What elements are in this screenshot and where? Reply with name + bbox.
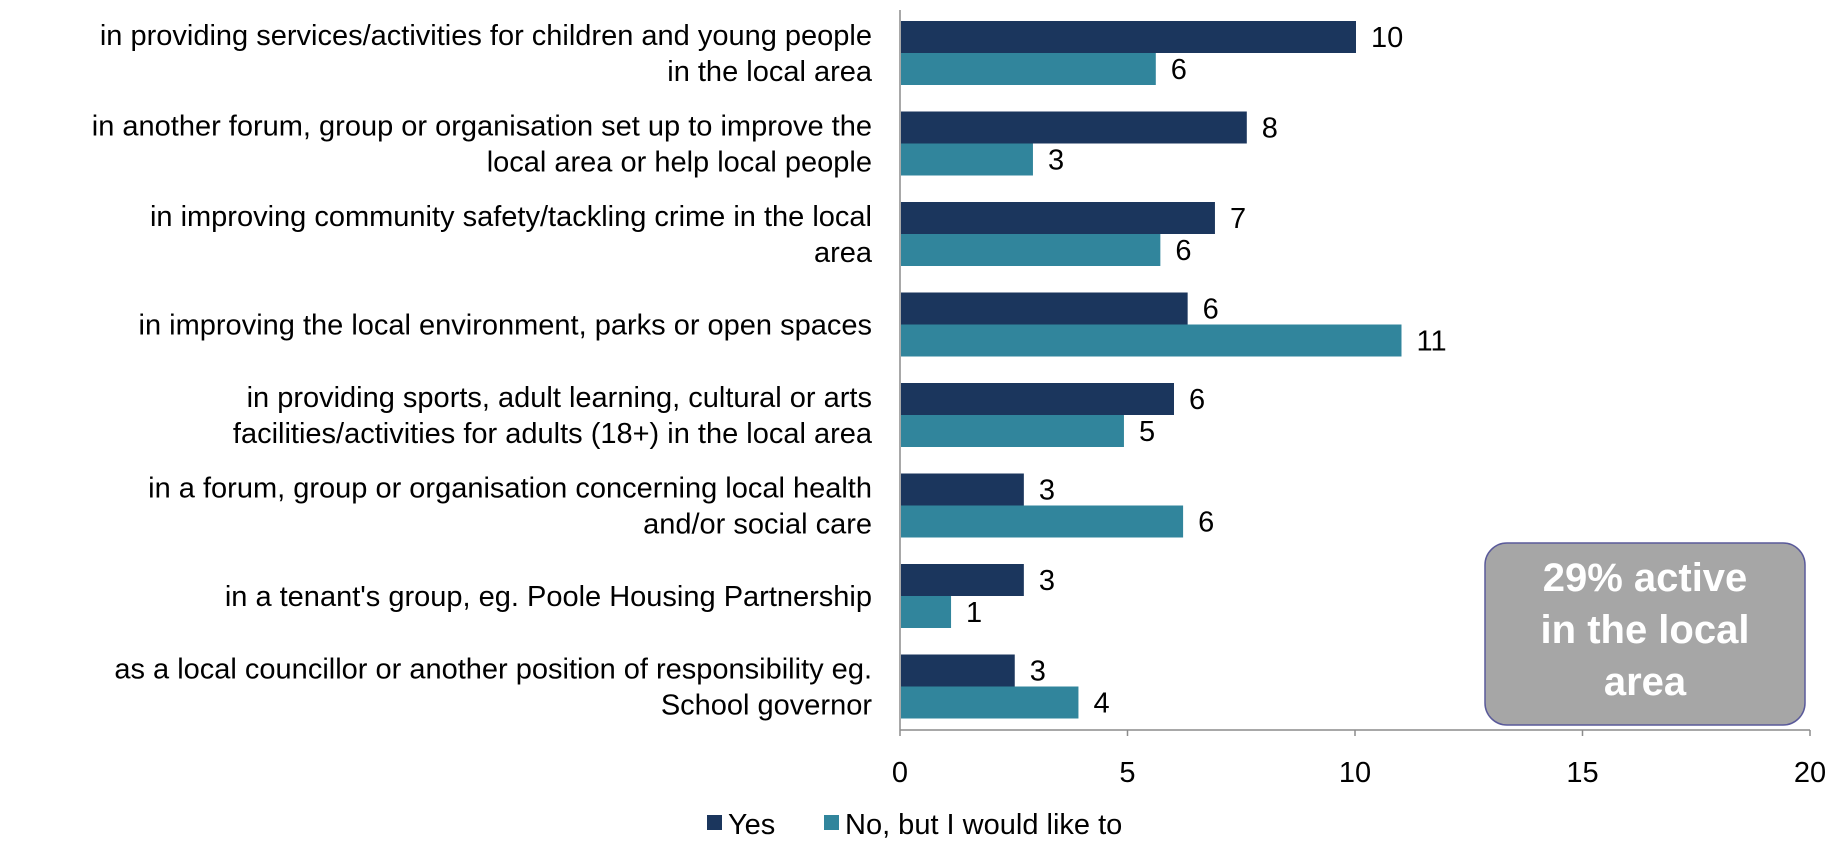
bar-no-would-like: [901, 505, 1184, 538]
data-label: 6: [1171, 54, 1187, 86]
legend-swatch-yes: [707, 815, 722, 830]
bar-yes: [901, 654, 1015, 687]
data-label: 6: [1189, 384, 1205, 416]
bar-yes: [901, 564, 1024, 596]
category-label: in improving the local environment, park…: [139, 310, 872, 342]
category-label: in providing sports, adult learning, cul…: [233, 382, 873, 450]
bar-yes: [901, 202, 1215, 234]
x-tick-label: 10: [1339, 757, 1371, 789]
data-label: 3: [1039, 565, 1055, 597]
category-label: in another forum, group or organisation …: [92, 111, 872, 179]
bar-yes: [901, 383, 1174, 415]
category-label-line: School governor: [661, 690, 873, 722]
category-label-line: in a tenant's group, eg. Poole Housing P…: [225, 581, 872, 613]
bar-yes: [901, 473, 1024, 506]
bar-no-would-like: [901, 324, 1402, 357]
data-label: 10: [1371, 22, 1403, 54]
data-label: 6: [1175, 235, 1191, 267]
data-label: 6: [1203, 294, 1219, 326]
legend-swatch-no-would-like: [824, 815, 839, 830]
data-label: 3: [1030, 656, 1046, 688]
x-tick-label: 0: [892, 757, 908, 789]
category-label: in a tenant's group, eg. Poole Housing P…: [225, 581, 872, 613]
data-label: 3: [1039, 475, 1055, 507]
data-label: 6: [1198, 507, 1214, 539]
data-label: 8: [1262, 113, 1278, 145]
category-label-line: in the local area: [667, 56, 873, 88]
category-label-line: local area or help local people: [487, 147, 872, 179]
category-label-line: in providing services/activities for chi…: [100, 20, 872, 52]
category-label-line: in improving the local environment, park…: [139, 310, 872, 342]
callout-text-line: in the local: [1541, 608, 1750, 652]
bar-no-would-like: [901, 234, 1161, 266]
category-label-line: and/or social care: [643, 509, 872, 541]
category-label-line: as a local councillor or another positio…: [114, 654, 872, 686]
legend-label-no-would-like: No, but I would like to: [845, 809, 1122, 841]
category-label-line: facilities/activities for adults (18+) i…: [233, 418, 873, 450]
bar-yes: [901, 21, 1356, 53]
category-label-line: in a forum, group or organisation concer…: [148, 473, 872, 505]
bar-no-would-like: [901, 686, 1079, 719]
bar-yes: [901, 111, 1247, 144]
bar-no-would-like: [901, 415, 1124, 447]
data-label: 11: [1417, 326, 1447, 358]
category-label: as a local councillor or another positio…: [114, 654, 872, 722]
data-label: 3: [1048, 145, 1064, 177]
data-label: 7: [1230, 203, 1246, 235]
bar-no-would-like: [901, 596, 952, 628]
x-tick-label: 5: [1119, 757, 1135, 789]
category-label-line: in improving community safety/tackling c…: [150, 201, 872, 233]
data-label: 4: [1093, 688, 1109, 720]
x-tick-label: 20: [1794, 757, 1826, 789]
callout-text-line: 29% active: [1543, 556, 1748, 600]
bar-no-would-like: [901, 143, 1033, 176]
category-label-line: in providing sports, adult learning, cul…: [247, 382, 872, 414]
x-tick-label: 15: [1566, 757, 1598, 789]
category-label: in providing services/activities for chi…: [100, 20, 873, 88]
data-label: 5: [1139, 416, 1155, 448]
callout-box: [1484, 542, 1806, 726]
data-label: 1: [966, 597, 982, 629]
category-label-line: area: [814, 237, 873, 269]
category-label: in a forum, group or organisation concer…: [148, 473, 872, 541]
category-label: in improving community safety/tackling c…: [150, 201, 873, 269]
bar-yes: [901, 292, 1188, 325]
callout-text-line: area: [1604, 660, 1687, 704]
bar-no-would-like: [901, 53, 1156, 85]
legend-label-yes: Yes: [728, 809, 775, 841]
category-label-line: in another forum, group or organisation …: [92, 111, 872, 143]
